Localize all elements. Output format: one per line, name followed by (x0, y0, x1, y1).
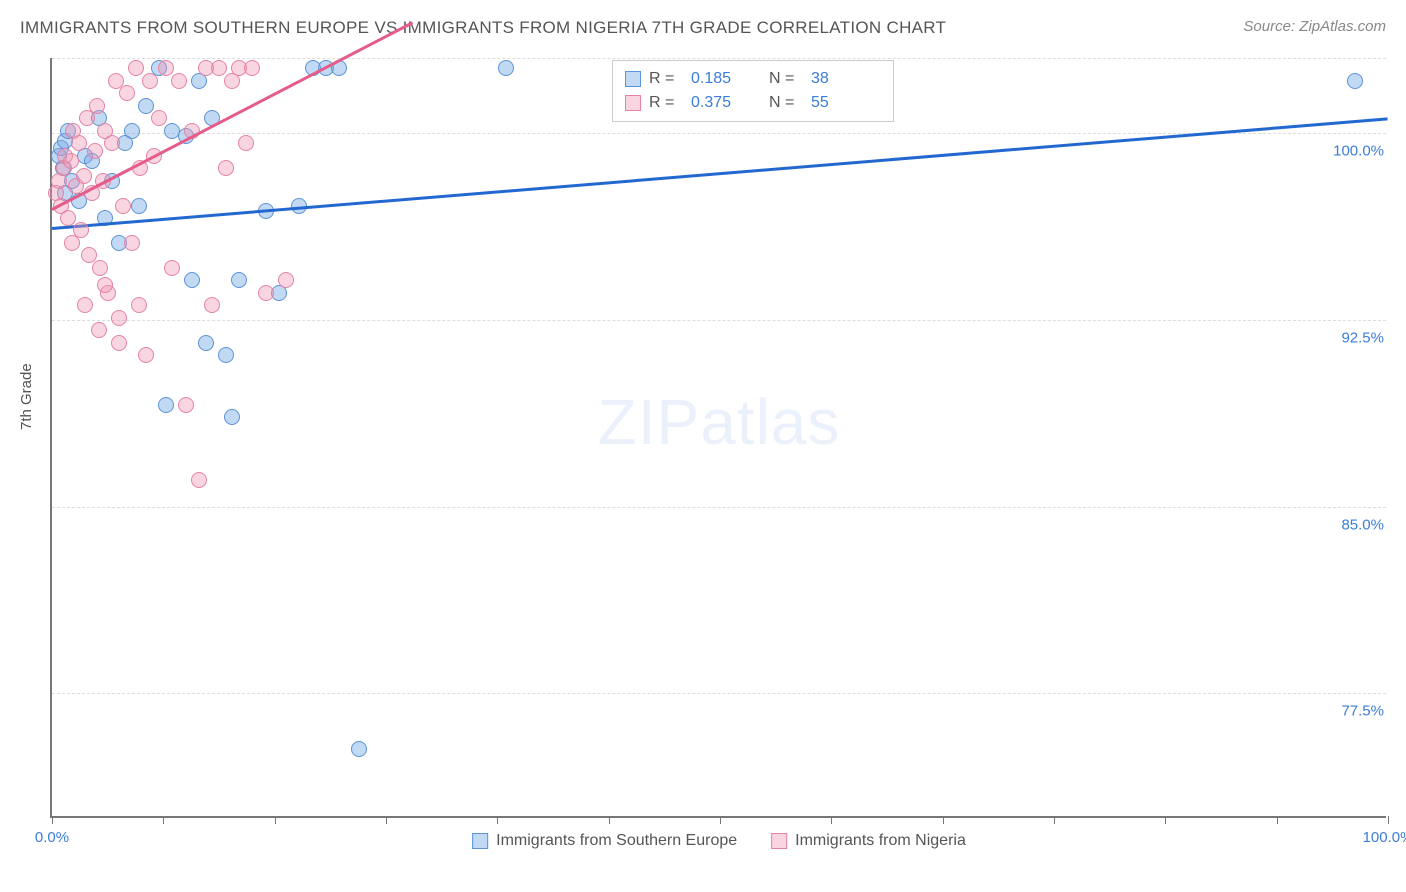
y-axis-title: 7th Grade (18, 363, 35, 430)
x-tick (497, 816, 498, 824)
n-label: N = (769, 94, 803, 112)
x-tick (609, 816, 610, 824)
data-point (89, 98, 105, 114)
data-point (128, 60, 144, 76)
correlation-legend: R = 0.185 N = 38 R = 0.375 N = 55 (612, 60, 894, 122)
series-legend: Immigrants from Southern Europe Immigran… (472, 832, 966, 850)
data-point (218, 347, 234, 363)
data-point (158, 397, 174, 413)
x-tick (720, 816, 721, 824)
y-tick-label: 100.0% (1329, 142, 1388, 159)
x-tick (943, 816, 944, 824)
n-value-1: 38 (811, 70, 881, 88)
x-tick-label-right: 100.0% (1363, 829, 1406, 846)
gridline-h (52, 507, 1386, 508)
x-tick (386, 816, 387, 824)
data-point (115, 198, 131, 214)
y-tick-label: 92.5% (1337, 329, 1388, 346)
x-tick (52, 816, 53, 824)
data-point (218, 160, 234, 176)
data-point (119, 85, 135, 101)
data-point (142, 73, 158, 89)
watermark-text: ZIPatlas (598, 385, 841, 459)
data-point (238, 135, 254, 151)
data-point (64, 235, 80, 251)
data-point (131, 297, 147, 313)
gridline-h (52, 320, 1386, 321)
data-point (184, 272, 200, 288)
data-point (231, 272, 247, 288)
data-point (278, 272, 294, 288)
data-point (171, 73, 187, 89)
data-point (76, 168, 92, 184)
data-point (164, 260, 180, 276)
data-point (77, 297, 93, 313)
legend-swatch-pink-icon (771, 833, 787, 849)
data-point (124, 235, 140, 251)
data-point (244, 60, 260, 76)
x-tick (163, 816, 164, 824)
data-point (124, 123, 140, 139)
trend-line (52, 118, 1388, 231)
data-point (351, 741, 367, 757)
data-point (191, 472, 207, 488)
data-point (258, 285, 274, 301)
r-label: R = (649, 94, 683, 112)
legend-swatch-blue (625, 71, 641, 87)
chart-plot-area: ZIPatlas R = 0.185 N = 38 R = 0.375 N = … (50, 58, 1386, 818)
data-point (60, 210, 76, 226)
x-tick (1277, 816, 1278, 824)
x-tick (1054, 816, 1055, 824)
r-value-2: 0.375 (691, 94, 761, 112)
data-point (224, 409, 240, 425)
y-tick-label: 77.5% (1337, 703, 1388, 720)
legend-label-2: Immigrants from Nigeria (795, 832, 966, 850)
source-link[interactable]: ZipAtlas.com (1299, 18, 1386, 35)
legend-swatch-pink (625, 95, 641, 111)
data-point (151, 110, 167, 126)
legend-row-series2: R = 0.375 N = 55 (625, 91, 881, 115)
data-point (211, 60, 227, 76)
data-point (92, 260, 108, 276)
data-point (198, 335, 214, 351)
data-point (111, 310, 127, 326)
data-point (204, 297, 220, 313)
legend-swatch-blue-icon (472, 833, 488, 849)
data-point (71, 135, 87, 151)
x-tick (275, 816, 276, 824)
data-point (178, 397, 194, 413)
legend-item-2: Immigrants from Nigeria (771, 832, 966, 850)
chart-title: IMMIGRANTS FROM SOUTHERN EUROPE VS IMMIG… (20, 18, 946, 38)
x-tick (1165, 816, 1166, 824)
data-point (104, 135, 120, 151)
x-tick (831, 816, 832, 824)
source-attribution: Source: ZipAtlas.com (1243, 18, 1386, 35)
gridline-h (52, 58, 1386, 59)
data-point (91, 322, 107, 338)
x-tick (1388, 816, 1389, 824)
legend-row-series1: R = 0.185 N = 38 (625, 67, 881, 91)
data-point (138, 98, 154, 114)
legend-item-1: Immigrants from Southern Europe (472, 832, 737, 850)
r-label: R = (649, 70, 683, 88)
data-point (1347, 73, 1363, 89)
data-point (138, 347, 154, 363)
data-point (131, 198, 147, 214)
data-point (97, 277, 113, 293)
x-tick-label-left: 0.0% (35, 829, 69, 846)
n-value-2: 55 (811, 94, 881, 112)
data-point (63, 153, 79, 169)
y-tick-label: 85.0% (1337, 516, 1388, 533)
r-value-1: 0.185 (691, 70, 761, 88)
data-point (498, 60, 514, 76)
data-point (158, 60, 174, 76)
source-label: Source: (1243, 18, 1295, 35)
data-point (111, 335, 127, 351)
n-label: N = (769, 70, 803, 88)
legend-label-1: Immigrants from Southern Europe (496, 832, 737, 850)
data-point (87, 143, 103, 159)
gridline-h (52, 693, 1386, 694)
